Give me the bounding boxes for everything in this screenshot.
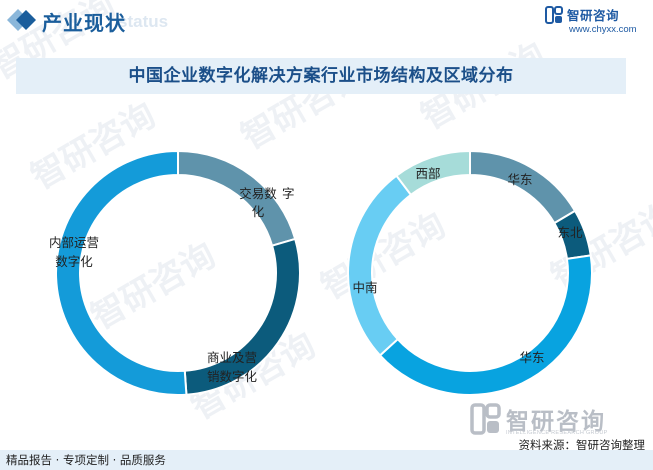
label-jiaoyi-line2: 化 (252, 204, 265, 219)
market-structure-donut (55, 149, 301, 396)
regional-distribution-donut (347, 149, 593, 396)
structure-slice-3 (55, 149, 188, 396)
footer-logo-sub: INTELLIGENCE RESEARCH GROUP (506, 430, 608, 436)
slogan: 精品报告 · 专项定制 · 品质服务 (6, 453, 166, 467)
section-arrow-icon (7, 9, 36, 31)
header: status 产业现状 智研咨询 www.chyxx.com (0, 0, 653, 42)
region-slice-3 (378, 254, 593, 396)
label-zhongnan: 中南 (352, 280, 377, 295)
label-neibu-line2: 数字化 (55, 254, 93, 269)
label-shangye-line2: 销数字化 (207, 369, 258, 384)
label-jiaoyi-line1: 交易数 (239, 186, 277, 201)
label-dongbei: 东北 (557, 225, 583, 240)
brand-name: 智研咨询 (567, 8, 620, 23)
label-shangye-line1: 商业及营 (207, 350, 257, 365)
brand-url: www.chyxx.com (569, 24, 637, 35)
structure-slice-1 (177, 149, 297, 247)
label-huadong: 华东 (507, 172, 532, 187)
label-huanan: 华东 (519, 350, 544, 365)
label-neibu-line1: 内部运营 (49, 235, 99, 250)
brand-logo-icon (545, 6, 563, 24)
region-slice-4 (347, 174, 413, 357)
footer-logo-text: 智研咨询 (506, 409, 606, 435)
label-xibu: 西部 (415, 166, 440, 181)
label-jiaoyi-line1b: 字 (282, 186, 295, 201)
section-title: 产业现状 (42, 11, 126, 35)
section-subtitle-ghost: status (118, 12, 169, 31)
region-slice-1 (469, 149, 577, 225)
source-note: 资料来源：智研咨询整理 (518, 438, 646, 452)
bottom-bar (0, 450, 653, 470)
footer-logo-icon (470, 403, 501, 435)
chart-title-band: 中国企业数字化解决方案行业市场结构及区域分布 (16, 58, 626, 94)
region-slice-5 (395, 149, 471, 197)
chart-title: 中国企业数字化解决方案行业市场结构及区域分布 (128, 66, 514, 86)
